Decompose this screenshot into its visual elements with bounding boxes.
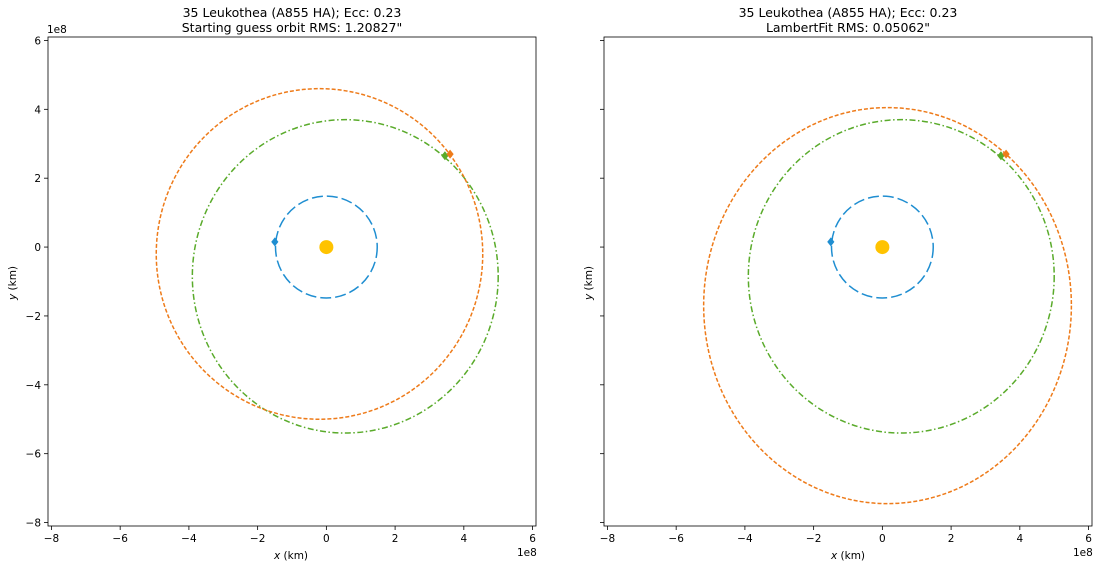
left-title-line2: Starting guess orbit RMS: 1.20827" [182,20,402,35]
x-tick-label: 2 [948,533,955,545]
right-xlabel: x (km) [830,550,865,562]
y-tick-label: −2 [26,311,41,323]
sun-marker [875,240,890,255]
right-title-line1: 35 Leukothea (A855 HA); Ecc: 0.23 [739,5,958,20]
orbit-path-2 [155,87,484,420]
x-tick-label: −8 [600,533,615,545]
orbit-path-1 [191,118,499,434]
right-ylabel: y (km) [583,266,595,301]
x-tick-label: −2 [250,533,265,545]
orbit-path-1 [747,118,1055,434]
plot-contents [702,106,1073,505]
x-tick-label: 6 [529,533,536,545]
x-tick-label: −6 [668,533,684,545]
y-tick-label: 6 [34,35,41,47]
orbit-path-0 [830,195,934,299]
x-tick-label: 4 [460,533,467,545]
x-tick-label: −4 [181,533,197,545]
body-marker-0 [271,237,279,247]
x-tick-label: −6 [112,533,128,545]
y-tick-label: −8 [26,518,41,530]
left-ylabel: y (km) [7,266,19,301]
right-title-line2: LambertFit RMS: 0.05062" [766,20,930,35]
x-tick-label: 0 [879,533,886,545]
y-tick-label: 2 [34,173,41,185]
y-tick-label: 4 [34,104,41,116]
orbit-path-2 [702,106,1073,505]
left-xlabel: x (km) [273,550,308,562]
y-tick-label: −6 [26,449,42,461]
orbit-path-0 [274,195,378,299]
y-tick-label: 0 [34,242,41,254]
x-tick-label: 6 [1085,533,1092,545]
x-tick-label: 4 [1016,533,1023,545]
x-tick-label: 2 [392,533,399,545]
body-marker-2 [446,149,454,159]
left-panel: 35 Leukothea (A855 HA); Ecc: 0.23 Starti… [7,5,537,562]
axes-frame [603,36,1093,527]
x-tick-label: −8 [44,533,59,545]
axes-frame [47,36,537,527]
x-tick-label: −4 [737,533,753,545]
sun-marker [319,240,334,255]
right-panel: 35 Leukothea (A855 HA); Ecc: 0.23 Lamber… [583,5,1093,562]
right-x-offset-text: 1e8 [1073,547,1093,559]
plot-contents [155,87,499,434]
left-x-offset-text: 1e8 [517,547,537,559]
left-y-offset-text: 1e8 [47,24,67,36]
body-marker-1 [441,151,449,161]
y-tick-label: −4 [26,380,42,392]
left-title-line1: 35 Leukothea (A855 HA); Ecc: 0.23 [183,5,402,20]
body-marker-0 [827,237,835,247]
body-marker-2 [1002,149,1010,159]
x-tick-label: −2 [806,533,821,545]
body-marker-1 [997,151,1005,161]
x-tick-label: 0 [323,533,330,545]
